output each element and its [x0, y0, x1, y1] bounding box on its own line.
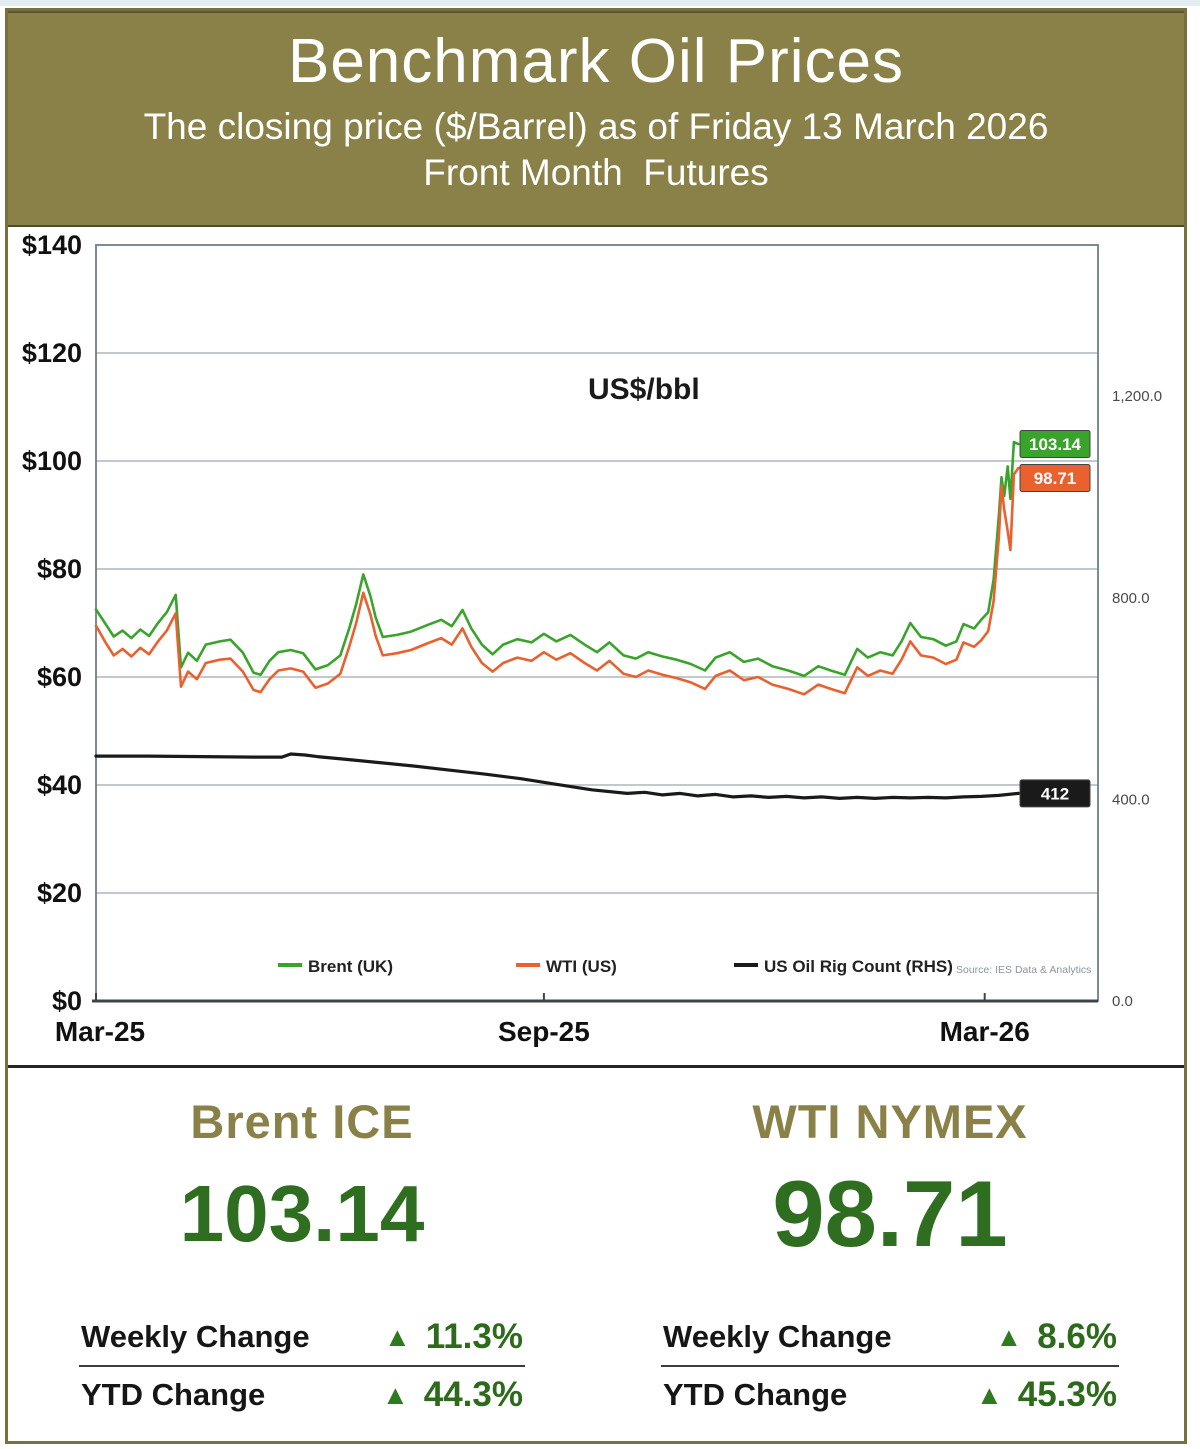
price-chart: $0 $20 $40 $60 $80 $100 $120 $140 0.0 400.0 800.0 1… — [8, 227, 1184, 1065]
legend-label: WTI (US) — [546, 957, 617, 976]
infographic: Benchmark Oil Prices The closing price (… — [5, 8, 1187, 1444]
chart-unit-title: US$/bbl — [588, 373, 700, 406]
ytd-change-row: YTD Change ▲ 44.3% — [79, 1365, 525, 1423]
brent-price: 103.14 — [179, 1169, 425, 1258]
weekly-change-label: Weekly Change — [663, 1319, 892, 1354]
source-note: Source: IES Data & Analytics — [956, 964, 1091, 976]
chart-canvas: $0 $20 $40 $60 $80 $100 $120 $140 0.0 400.0 800.0 1… — [22, 230, 1162, 1047]
weekly-change-label: Weekly Change — [81, 1319, 310, 1354]
wti-line-end-label: 98.71 — [1034, 469, 1077, 488]
y-axis-label: $20 — [37, 878, 82, 908]
right-axis-label: 0.0 — [1112, 993, 1133, 1010]
header: Benchmark Oil Prices The closing price (… — [8, 11, 1184, 227]
plot-border — [95, 244, 1099, 1002]
up-triangle-icon: ▲ — [383, 1321, 411, 1352]
y-axis-label: $100 — [22, 446, 82, 476]
main-title: Benchmark Oil Prices — [287, 27, 905, 96]
wti-price: 98.71 — [772, 1161, 1008, 1266]
brent-line — [94, 440, 1020, 678]
ytd-change-row: YTD Change ▲ 45.3% — [661, 1365, 1119, 1423]
right-axis-label: 800.0 — [1112, 590, 1150, 607]
rig-count-line-end-label-box — [1019, 779, 1091, 808]
wti-line — [94, 466, 1020, 696]
weekly-change-percent: 11.3% — [425, 1317, 523, 1356]
subtitle-date: The closing price ($/Barrel) as of Frida… — [143, 106, 1049, 148]
x-axis-label: Sep-25 — [498, 1016, 590, 1047]
wti-line-end-label-box — [1019, 464, 1091, 492]
y-axis-label: $40 — [37, 770, 82, 800]
subtitle-futures: Front Month Futures — [423, 152, 769, 194]
brent-line-end-label: 103.14 — [1029, 435, 1082, 454]
up-triangle-icon: ▲ — [995, 1321, 1023, 1352]
legend-label: Brent (UK) — [308, 957, 393, 976]
ytd-change-value: ▲ 44.3% — [382, 1375, 523, 1415]
wti-title: WTI NYMEX — [752, 1095, 1028, 1148]
y-axis-label: $80 — [37, 554, 82, 584]
rig-count-line-end-label: 412 — [1041, 784, 1069, 803]
rig-count-line — [94, 752, 1020, 801]
ytd-change-value: ▲ 45.3% — [976, 1375, 1117, 1415]
right-axis-label: 1,200.0 — [1112, 388, 1162, 405]
wti-stat-card: WTI NYMEX 98.71 Weekly Change ▲ 8.6% YTD… — [596, 1068, 1184, 1437]
up-triangle-icon: ▲ — [382, 1379, 409, 1410]
weekly-change-value: ▲ 8.6% — [995, 1317, 1117, 1357]
y-axis-label: $120 — [22, 338, 82, 368]
y-axis-label: $60 — [37, 662, 82, 692]
brent-stat-card: Brent ICE 103.14 Weekly Change ▲ 11.3% Y… — [8, 1068, 596, 1437]
y-axis-label: $0 — [52, 986, 82, 1016]
legend-label: US Oil Rig Count (RHS) — [764, 957, 953, 976]
ytd-change-percent: 44.3% — [423, 1375, 523, 1414]
x-axis-label: Mar-25 — [55, 1016, 145, 1047]
ytd-change-percent: 45.3% — [1017, 1375, 1117, 1414]
ytd-change-label: YTD Change — [663, 1377, 848, 1412]
brent-title: Brent ICE — [190, 1095, 414, 1148]
brent-line-end-label-box — [1019, 430, 1091, 458]
weekly-change-row: Weekly Change ▲ 8.6% — [661, 1309, 1119, 1365]
weekly-change-row: Weekly Change ▲ 11.3% — [79, 1309, 525, 1365]
right-axis-label: 400.0 — [1112, 791, 1150, 808]
ytd-change-label: YTD Change — [81, 1377, 266, 1412]
page-top-strip — [0, 0, 1200, 6]
x-axis-label: Mar-26 — [940, 1016, 1030, 1047]
weekly-change-value: ▲ 11.3% — [384, 1317, 523, 1357]
stats-panel: Brent ICE 103.14 Weekly Change ▲ 11.3% Y… — [8, 1065, 1184, 1437]
brent-change-rows: Weekly Change ▲ 11.3% YTD Change ▲ 44.3% — [79, 1309, 525, 1423]
up-triangle-icon: ▲ — [976, 1379, 1003, 1410]
weekly-change-percent: 8.6% — [1037, 1317, 1117, 1356]
y-axis-label: $140 — [22, 230, 82, 260]
wti-change-rows: Weekly Change ▲ 8.6% YTD Change ▲ 45.3% — [661, 1309, 1119, 1423]
